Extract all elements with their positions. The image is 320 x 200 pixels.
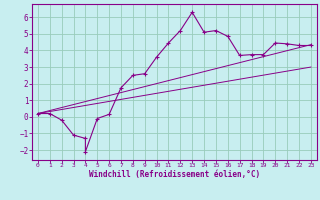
X-axis label: Windchill (Refroidissement éolien,°C): Windchill (Refroidissement éolien,°C) <box>89 170 260 179</box>
